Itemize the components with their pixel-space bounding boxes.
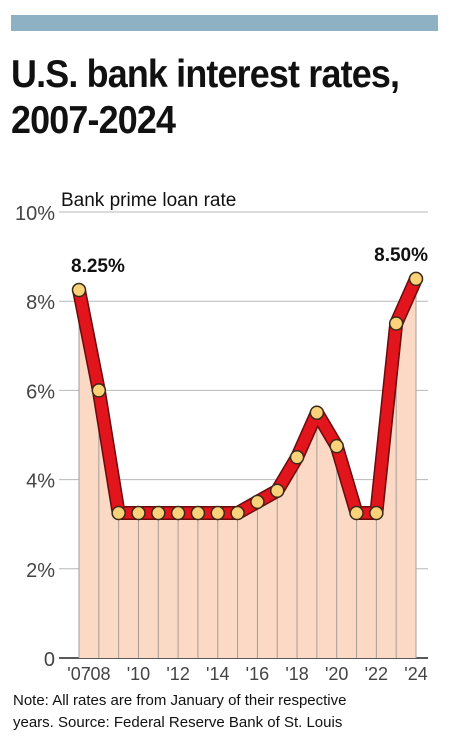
data-point — [408, 271, 424, 287]
source-note-line-1: Note: All rates are from January of thei… — [13, 692, 347, 709]
data-point — [111, 505, 126, 521]
x-tick-label: '12 — [166, 664, 189, 684]
y-tick-label: 2% — [26, 560, 55, 582]
y-tick-label: 4% — [26, 471, 55, 493]
series-line-outline — [72, 271, 423, 521]
data-point — [349, 505, 364, 521]
y-tick-label: 8% — [26, 292, 55, 314]
value-annotation: 8.25% — [71, 256, 125, 277]
source-note-line-2: years. Source: Federal Reserve Bank of S… — [13, 714, 343, 731]
data-point — [190, 505, 206, 521]
y-tick-label: 10% — [15, 203, 55, 225]
x-tick-label: '08 — [87, 664, 110, 684]
y-tick-label: 6% — [26, 381, 55, 403]
data-point — [151, 505, 166, 521]
data-point — [388, 316, 404, 331]
y-tick-label: 0 — [44, 649, 55, 671]
chart-title-line-2: 2007-2024 — [11, 99, 176, 142]
data-point — [170, 505, 186, 521]
data-point — [269, 483, 285, 498]
x-tick-label: '20 — [325, 664, 348, 684]
x-tick-label: '14 — [206, 664, 229, 684]
x-tick-label: '22 — [365, 664, 388, 684]
data-point — [91, 383, 107, 398]
top-accent-bar — [11, 15, 438, 31]
x-tick-label: '24 — [404, 664, 427, 684]
data-point — [131, 505, 146, 521]
series-line — [73, 273, 422, 519]
value-annotation: 8.50% — [374, 245, 428, 266]
x-tick-label: '18 — [285, 664, 308, 684]
data-point — [250, 494, 265, 510]
data-point — [369, 505, 384, 521]
data-point — [329, 438, 344, 454]
source-note: Note: All rates are from January of thei… — [13, 690, 443, 734]
line-chart: Bank prime loan rate 0 2% 4% 6% 8% 10% '07'08… — [15, 190, 428, 684]
data-point — [230, 505, 245, 521]
data-point — [309, 405, 325, 420]
chart-title: U.S. bank interest rates, 2007-2024 — [11, 52, 407, 144]
x-tick-label: '07 — [67, 664, 90, 684]
data-point — [210, 505, 226, 521]
data-point — [71, 282, 87, 298]
chart-title-line-1: U.S. bank interest rates, — [11, 53, 400, 96]
data-point — [289, 450, 305, 465]
chart-subtitle: Bank prime loan rate — [61, 190, 236, 211]
area-fill — [79, 278, 416, 658]
x-tick-label: '10 — [127, 664, 150, 684]
x-tick-label: '16 — [246, 664, 269, 684]
